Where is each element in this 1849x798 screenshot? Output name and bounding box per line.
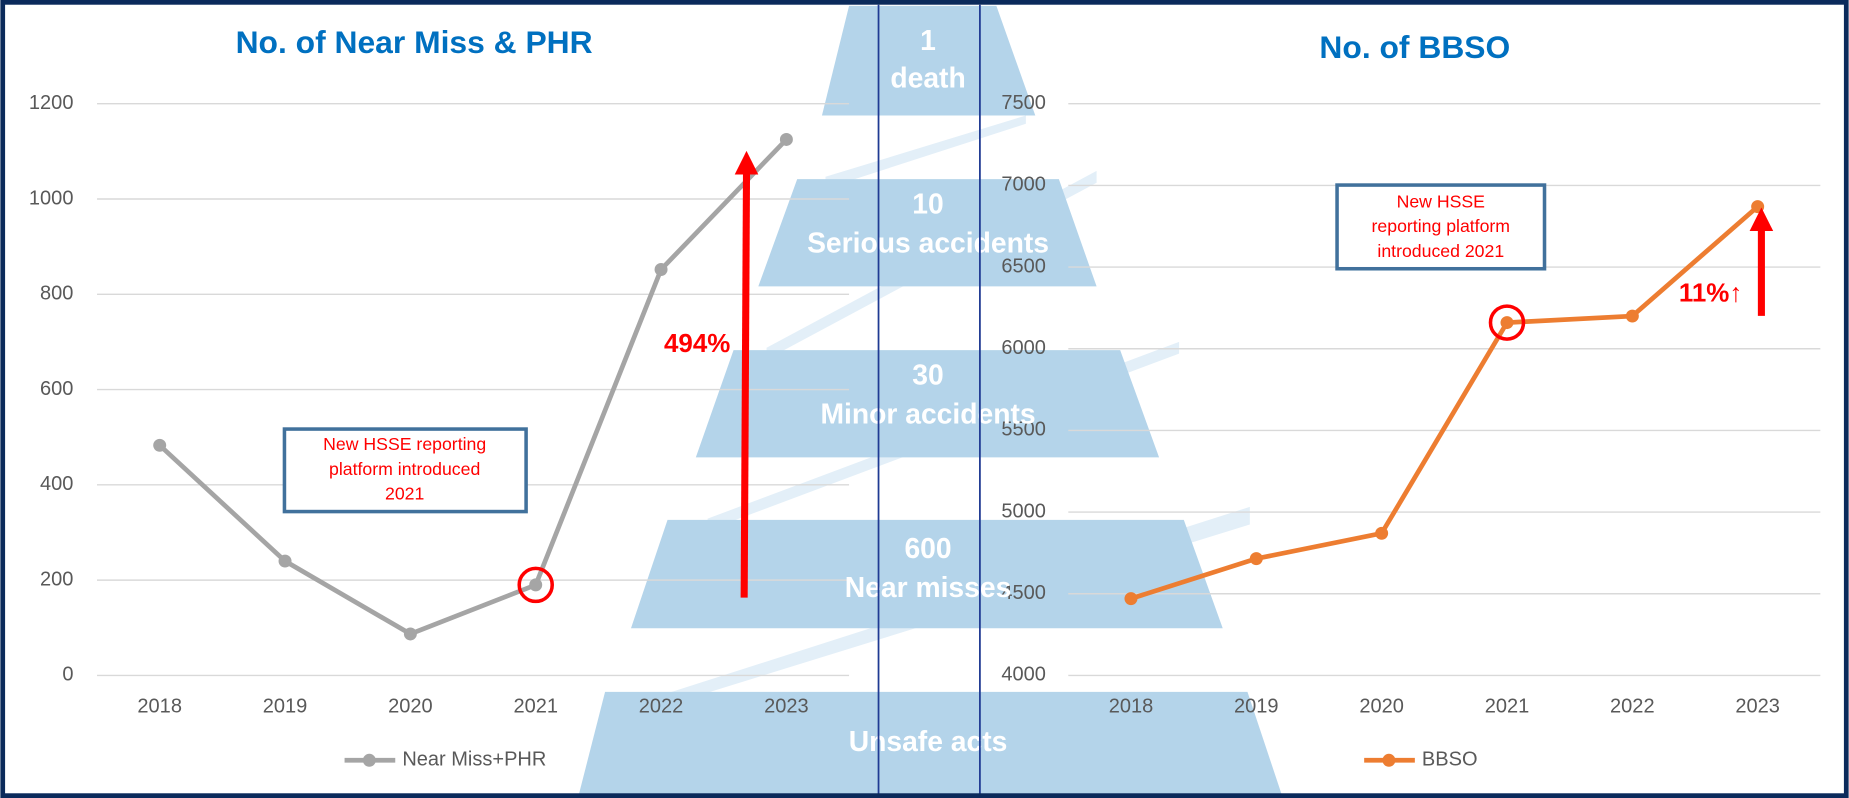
y-tick-label: 200	[40, 568, 73, 590]
note-text: reporting platform	[1372, 216, 1511, 236]
pyramid-count: 30	[912, 359, 943, 391]
note-text: New HSSE	[1397, 191, 1486, 211]
note-text: 2021	[385, 484, 424, 504]
y-tick-label: 600	[40, 378, 73, 400]
x-tick-label: 2020	[388, 696, 433, 718]
x-tick-label: 2018	[137, 696, 182, 718]
page: {"chart_data": [ {"type": "line", "title…	[0, 0, 1849, 798]
pyramid-count: 1	[920, 24, 936, 56]
pyramid-label: death	[890, 62, 965, 94]
data-point	[1250, 552, 1263, 565]
x-tick-label: 2023	[1735, 696, 1780, 718]
x-tick-label: 2022	[639, 696, 684, 718]
data-point	[1626, 310, 1639, 323]
x-tick-label: 2019	[263, 696, 308, 718]
growth-label: 11%↑	[1679, 280, 1742, 308]
x-tick-label: 2023	[764, 696, 809, 718]
growth-arrow	[744, 172, 746, 598]
chart-title: No. of BBSO	[1319, 29, 1510, 65]
note-text: platform introduced	[329, 459, 480, 479]
legend-marker	[1382, 754, 1395, 767]
y-tick-label: 1000	[29, 187, 74, 209]
chart-title: No. of Near Miss & PHR	[236, 24, 593, 60]
data-point	[404, 627, 417, 640]
x-tick-label: 2021	[513, 696, 558, 718]
legend-label: BBSO	[1422, 749, 1478, 771]
data-point	[279, 555, 292, 568]
x-tick-label: 2020	[1359, 696, 1404, 718]
y-tick-label: 6000	[1001, 337, 1046, 359]
legend-label: Near Miss+PHR	[402, 749, 546, 771]
data-point	[1501, 316, 1514, 329]
y-tick-label: 400	[40, 473, 73, 495]
pyramid-label: Near misses	[845, 571, 1012, 603]
y-tick-label: 1200	[29, 92, 74, 114]
y-tick-label: 4000	[1001, 664, 1046, 686]
pyramid-label: Minor accidents	[820, 398, 1035, 430]
slide: No. of Near Miss & PHR 0 200 400 600 800 1000 1…	[0, 0, 1849, 798]
y-tick-label: 7000	[1001, 174, 1046, 196]
x-tick-label: 2022	[1610, 696, 1655, 718]
y-tick-label: 0	[62, 664, 73, 686]
pyramid-label: Unsafe acts	[849, 725, 1008, 757]
data-point	[780, 133, 793, 146]
data-point	[1124, 592, 1137, 605]
y-tick-label: 5000	[1001, 500, 1046, 522]
y-tick-label: 7500	[1001, 92, 1046, 114]
note-text: New HSSE reporting	[323, 434, 486, 454]
growth-label: 494%	[664, 330, 730, 358]
y-tick-label: 800	[40, 283, 73, 305]
x-tick-label: 2021	[1485, 696, 1530, 718]
data-point	[529, 578, 542, 591]
pyramid-label: Serious accidents	[807, 227, 1049, 259]
data-point	[655, 263, 668, 276]
data-point	[1375, 527, 1388, 540]
x-tick-label: 2019	[1234, 696, 1279, 718]
x-tick-label: 2018	[1109, 696, 1154, 718]
legend-marker	[363, 754, 376, 767]
pyramid-count: 600	[904, 532, 951, 564]
note-text: introduced 2021	[1377, 241, 1504, 261]
data-point	[153, 439, 166, 452]
pyramid-count: 10	[912, 188, 943, 220]
